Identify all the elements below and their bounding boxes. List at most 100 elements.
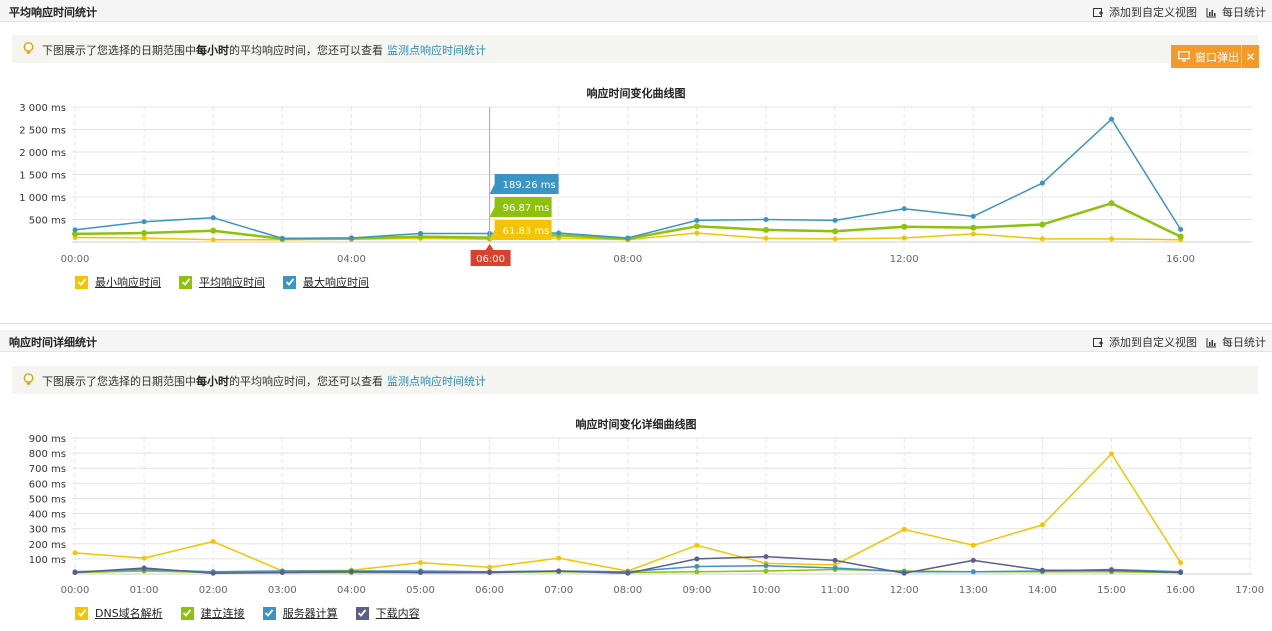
data-point[interactable] [141,230,148,236]
legend-item[interactable]: DNS域名解析 [75,605,163,621]
checkbox-checked-icon[interactable] [355,606,369,620]
data-point[interactable] [832,228,839,235]
data-point[interactable] [141,555,147,561]
checkbox-checked-icon[interactable] [179,275,192,289]
legend-label: 服务器计算 [282,607,338,620]
data-point[interactable] [625,570,631,576]
data-point[interactable] [210,570,216,576]
data-point[interactable] [1109,236,1114,242]
data-point[interactable] [141,235,147,241]
legend-item[interactable]: 服务器计算 [262,605,338,621]
data-point[interactable] [832,236,838,242]
data-point[interactable] [556,568,562,574]
data-point[interactable] [694,569,700,575]
data-point[interactable] [832,217,838,223]
popout-window-button[interactable]: 窗口弹出 ✕ [1171,45,1259,68]
data-point[interactable] [1178,560,1184,566]
checkbox-checked-icon[interactable] [75,606,88,620]
data-point[interactable] [901,223,908,230]
data-point[interactable] [763,568,769,574]
data-point[interactable] [418,230,423,236]
data-point[interactable] [763,226,769,233]
x-tick-label: 16:00 [1166,585,1195,596]
data-point[interactable] [694,542,700,548]
data-point[interactable] [763,235,769,241]
data-point[interactable] [1177,233,1184,240]
legend-item[interactable]: 建立连接 [180,605,245,621]
data-point[interactable] [832,557,838,563]
data-point[interactable] [210,539,216,545]
data-point[interactable] [141,219,147,225]
checkpoint-stats-link[interactable]: 监测点响应时间统计 [387,44,486,57]
data-point[interactable] [970,557,976,563]
data-point[interactable] [1178,226,1184,232]
close-icon[interactable]: ✕ [1241,45,1259,68]
data-point[interactable] [694,556,700,562]
data-point[interactable] [1039,180,1045,186]
data-point[interactable] [1109,116,1114,122]
data-point[interactable] [72,550,78,556]
checkbox-checked-icon[interactable] [180,606,194,620]
x-tick-label: 00:00 [61,585,90,596]
data-point[interactable] [901,235,907,241]
checkpoint-stats-link[interactable]: 监测点响应时间统计 [387,375,486,388]
data-point[interactable] [970,231,976,237]
legend-item[interactable]: 最小响应时间 [75,274,161,290]
data-point[interactable] [901,526,907,532]
data-point[interactable] [210,237,216,243]
data-point[interactable] [694,563,700,569]
data-point[interactable] [72,227,78,233]
data-point[interactable] [763,563,769,569]
data-point[interactable] [1109,567,1114,573]
data-point[interactable] [348,235,354,241]
data-point[interactable] [210,215,216,221]
data-point[interactable] [348,569,354,575]
data-point[interactable] [556,555,562,561]
data-point[interactable] [970,569,976,575]
checkbox-checked-icon[interactable] [262,606,276,620]
checkbox-checked-icon[interactable] [283,275,296,289]
data-point[interactable] [1108,200,1115,207]
data-point[interactable] [901,206,907,212]
data-point[interactable] [694,230,700,236]
data-point[interactable] [832,565,838,571]
data-point[interactable] [1039,522,1045,528]
checkbox-checked-icon[interactable] [75,275,88,289]
add-custom-view-button[interactable]: 添加到自定义视图 [1093,4,1197,20]
daily-stats-button[interactable]: 每日统计 [1206,334,1266,350]
data-point[interactable] [72,230,78,237]
data-point[interactable] [279,569,285,575]
data-point[interactable] [1039,236,1045,242]
data-point[interactable] [210,227,217,234]
data-point[interactable] [141,565,147,571]
data-point[interactable] [694,217,700,223]
data-point[interactable] [763,217,769,222]
data-point[interactable] [1109,451,1114,457]
legend-item[interactable]: 下载内容 [355,605,420,621]
data-point[interactable] [901,570,907,576]
data-point[interactable] [556,230,562,236]
data-point[interactable] [72,569,78,575]
data-point[interactable] [970,224,977,231]
data-point[interactable] [418,560,423,566]
data-point[interactable] [1178,569,1184,575]
x-tick-label: 03:00 [268,585,297,596]
y-tick-label: 200 ms [29,540,66,551]
daily-stats-button[interactable]: 每日统计 [1206,4,1266,20]
data-point[interactable] [763,554,769,560]
data-point[interactable] [693,223,700,230]
legend-item[interactable]: 最大响应时间 [283,274,369,290]
data-point[interactable] [625,235,631,241]
data-point[interactable] [1039,567,1045,573]
legend-item[interactable]: 平均响应时间 [179,274,265,290]
data-point[interactable] [970,542,976,548]
y-tick-label: 700 ms [29,464,66,475]
data-point[interactable] [487,564,493,570]
data-point[interactable] [970,213,976,219]
data-point[interactable] [487,569,493,575]
data-point[interactable] [418,569,423,575]
data-point[interactable] [279,235,285,241]
data-point[interactable] [1039,221,1046,228]
add-custom-view-button[interactable]: 添加到自定义视图 [1093,334,1197,350]
